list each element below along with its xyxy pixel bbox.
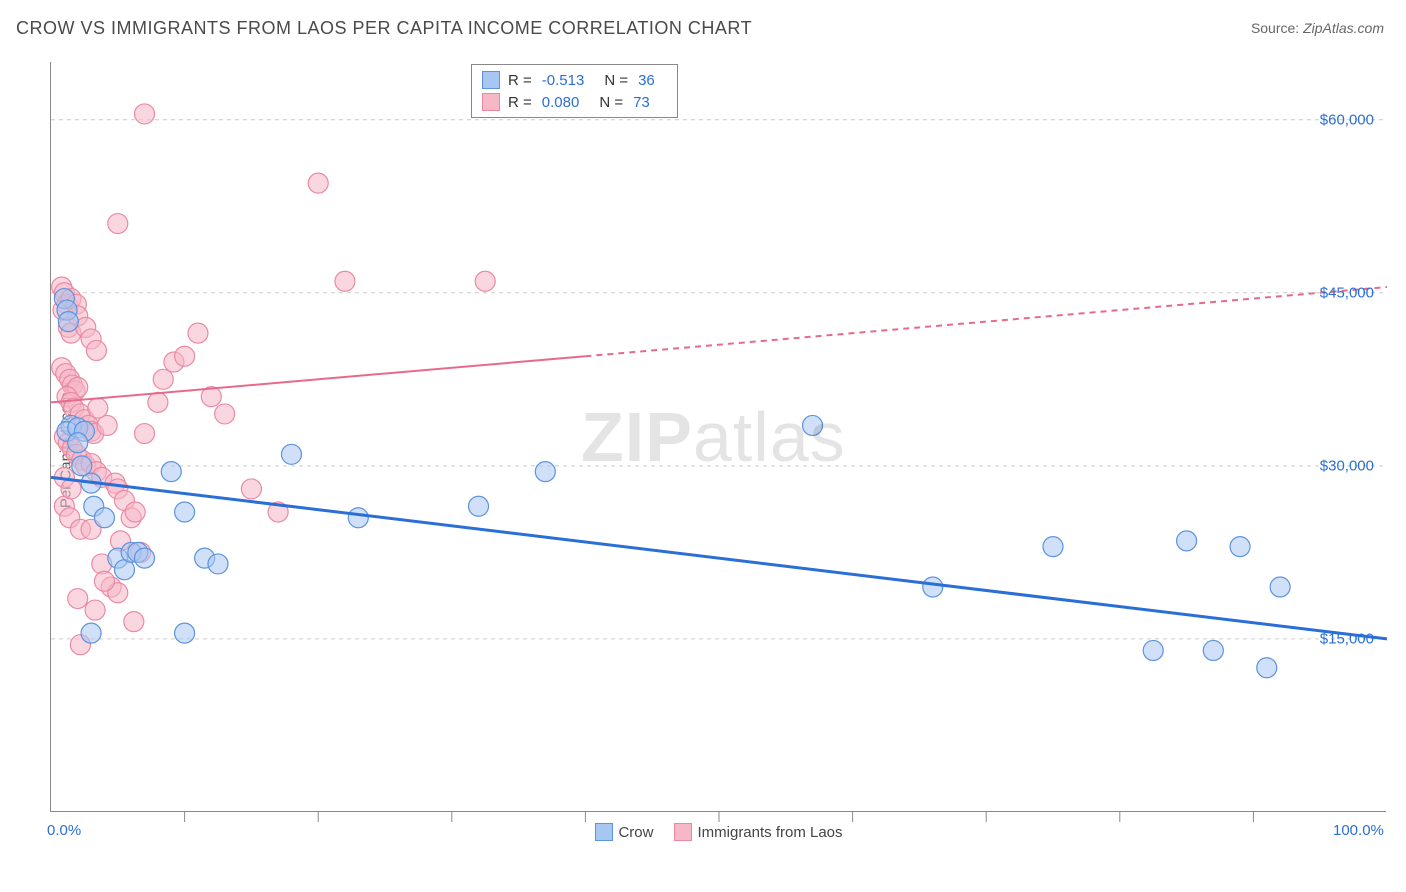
legend-swatch: [673, 823, 691, 841]
r-value: 0.080: [542, 94, 580, 111]
x-tick-label: 0.0%: [47, 822, 81, 839]
source-value: ZipAtlas.com: [1303, 20, 1384, 36]
source-attribution: Source: ZipAtlas.com: [1251, 20, 1384, 36]
legend-swatch: [594, 823, 612, 841]
stats-legend-row: R = -0.513 N = 36: [482, 69, 667, 91]
source-label: Source:: [1251, 20, 1299, 36]
x-tick-label: 100.0%: [1333, 822, 1384, 839]
legend-swatch: [482, 93, 500, 111]
legend-swatch: [482, 71, 500, 89]
stats-legend-row: R = 0.080 N = 73: [482, 91, 667, 113]
n-value: 73: [633, 94, 650, 111]
series-label: Crow: [618, 824, 653, 841]
series-legend-item: Immigrants from Laos: [673, 823, 842, 841]
stats-legend: R = -0.513 N = 36 R = 0.080 N = 73: [471, 64, 678, 118]
chart-title: CROW VS IMMIGRANTS FROM LAOS PER CAPITA …: [16, 18, 752, 39]
r-label: R =: [508, 94, 532, 111]
y-tick-label: $15,000: [1320, 630, 1374, 647]
trend-lines-layer: [51, 62, 1386, 811]
r-label: R =: [508, 72, 532, 89]
n-value: 36: [638, 72, 655, 89]
n-label: N =: [599, 94, 623, 111]
series-label: Immigrants from Laos: [697, 824, 842, 841]
series-legend-item: Crow: [594, 823, 653, 841]
plot-area: ZIPatlas R =-0.513N =36R =0.080N =73 Cro…: [50, 62, 1386, 812]
y-tick-label: $60,000: [1320, 111, 1374, 128]
series-legend: Crow Immigrants from Laos: [594, 823, 842, 841]
y-tick-label: $30,000: [1320, 457, 1374, 474]
chart-root: CROW VS IMMIGRANTS FROM LAOS PER CAPITA …: [0, 0, 1406, 892]
r-value: -0.513: [542, 72, 585, 89]
y-tick-label: $45,000: [1320, 284, 1374, 301]
n-label: N =: [604, 72, 628, 89]
